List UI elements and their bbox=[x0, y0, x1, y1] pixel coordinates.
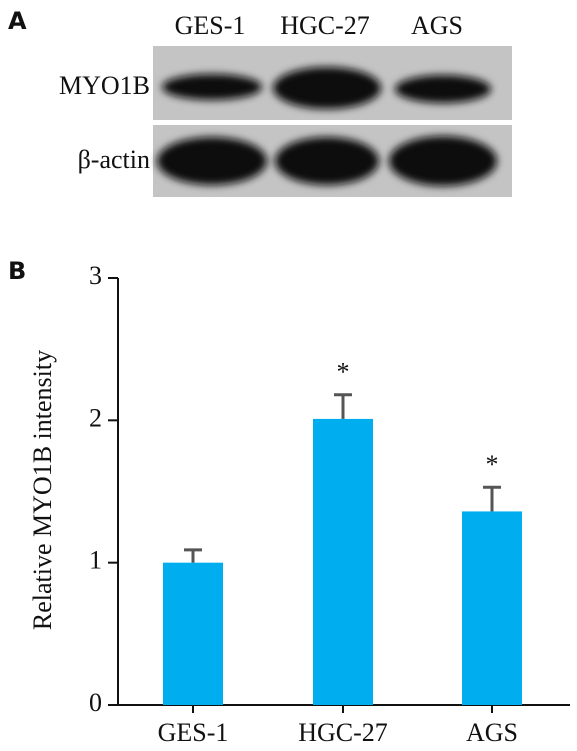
row-label: β-actin bbox=[78, 145, 150, 174]
band bbox=[157, 137, 267, 185]
band bbox=[389, 136, 497, 186]
significance-mark: * bbox=[486, 450, 499, 479]
error-bar bbox=[483, 485, 501, 512]
lane-label: AGS bbox=[411, 11, 463, 40]
blot-image bbox=[153, 46, 512, 197]
bar bbox=[163, 562, 223, 705]
band bbox=[275, 137, 379, 185]
y-tick-label: 3 bbox=[89, 261, 102, 290]
panel-label: B bbox=[8, 257, 26, 285]
bar bbox=[313, 418, 373, 705]
y-tick-label: 1 bbox=[89, 546, 102, 575]
y-tick-label: 0 bbox=[89, 688, 102, 717]
lane-label: HGC-27 bbox=[280, 11, 370, 40]
x-tick-label: HGC-27 bbox=[298, 718, 388, 747]
x-tick-label: AGS bbox=[466, 718, 518, 747]
lane-label: GES-1 bbox=[175, 11, 246, 40]
significance-mark: * bbox=[337, 358, 350, 387]
band bbox=[162, 74, 262, 100]
panel-label: A bbox=[8, 7, 27, 35]
y-axis-label: Relative MYO1B intensity bbox=[28, 350, 57, 630]
x-tick-label: GES-1 bbox=[158, 718, 229, 747]
error-bar bbox=[334, 393, 352, 419]
y-tick-label: 2 bbox=[89, 403, 102, 432]
band bbox=[395, 75, 491, 103]
band bbox=[273, 67, 381, 109]
error-bar bbox=[184, 548, 202, 563]
row-label: MYO1B bbox=[59, 71, 150, 100]
bar bbox=[462, 511, 522, 705]
